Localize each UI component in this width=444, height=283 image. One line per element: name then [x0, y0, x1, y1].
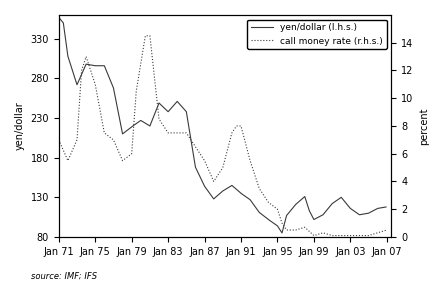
yen/dollar (l.h.s.) [279, 231, 285, 235]
Legend: yen/dollar (l.h.s.), call money rate (r.h.s.): yen/dollar (l.h.s.), call money rate (r.… [247, 20, 387, 49]
yen/dollar (l.h.s.) [316, 215, 321, 219]
yen/dollar (l.h.s.) [309, 213, 314, 217]
call money rate (r.h.s.) [284, 228, 289, 232]
call money rate (r.h.s.) [56, 138, 61, 142]
yen/dollar (l.h.s.) [284, 214, 289, 217]
yen/dollar (l.h.s.) [56, 16, 61, 19]
Line: call money rate (r.h.s.): call money rate (r.h.s.) [59, 36, 386, 235]
call money rate (r.h.s.) [81, 62, 87, 65]
Line: yen/dollar (l.h.s.): yen/dollar (l.h.s.) [59, 17, 386, 233]
call money rate (r.h.s.) [143, 34, 148, 38]
yen/dollar (l.h.s.) [357, 213, 362, 216]
call money rate (r.h.s.) [311, 234, 317, 237]
yen/dollar (l.h.s.) [81, 68, 87, 71]
Y-axis label: yen/dollar: yen/dollar [15, 102, 25, 150]
yen/dollar (l.h.s.) [246, 197, 251, 200]
call money rate (r.h.s.) [357, 234, 363, 237]
call money rate (r.h.s.) [309, 232, 314, 235]
Text: source: IMF; IFS: source: IMF; IFS [31, 271, 97, 280]
call money rate (r.h.s.) [317, 232, 322, 236]
call money rate (r.h.s.) [383, 229, 388, 232]
Y-axis label: percent: percent [419, 107, 429, 145]
yen/dollar (l.h.s.) [383, 205, 388, 209]
call money rate (r.h.s.) [247, 156, 252, 159]
